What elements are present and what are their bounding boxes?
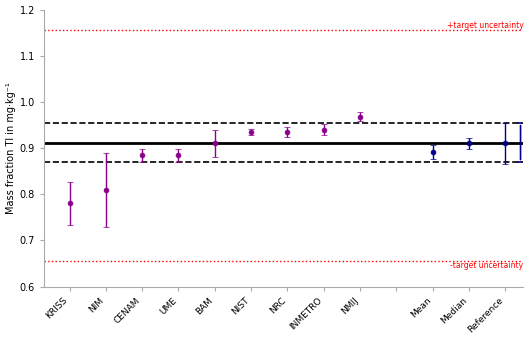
Y-axis label: Mass fraction Tl in mg·kg⁻¹: Mass fraction Tl in mg·kg⁻¹ (6, 82, 15, 214)
Text: +target uncertainty: +target uncertainty (446, 21, 523, 30)
Text: -target uncertainty: -target uncertainty (450, 261, 523, 270)
